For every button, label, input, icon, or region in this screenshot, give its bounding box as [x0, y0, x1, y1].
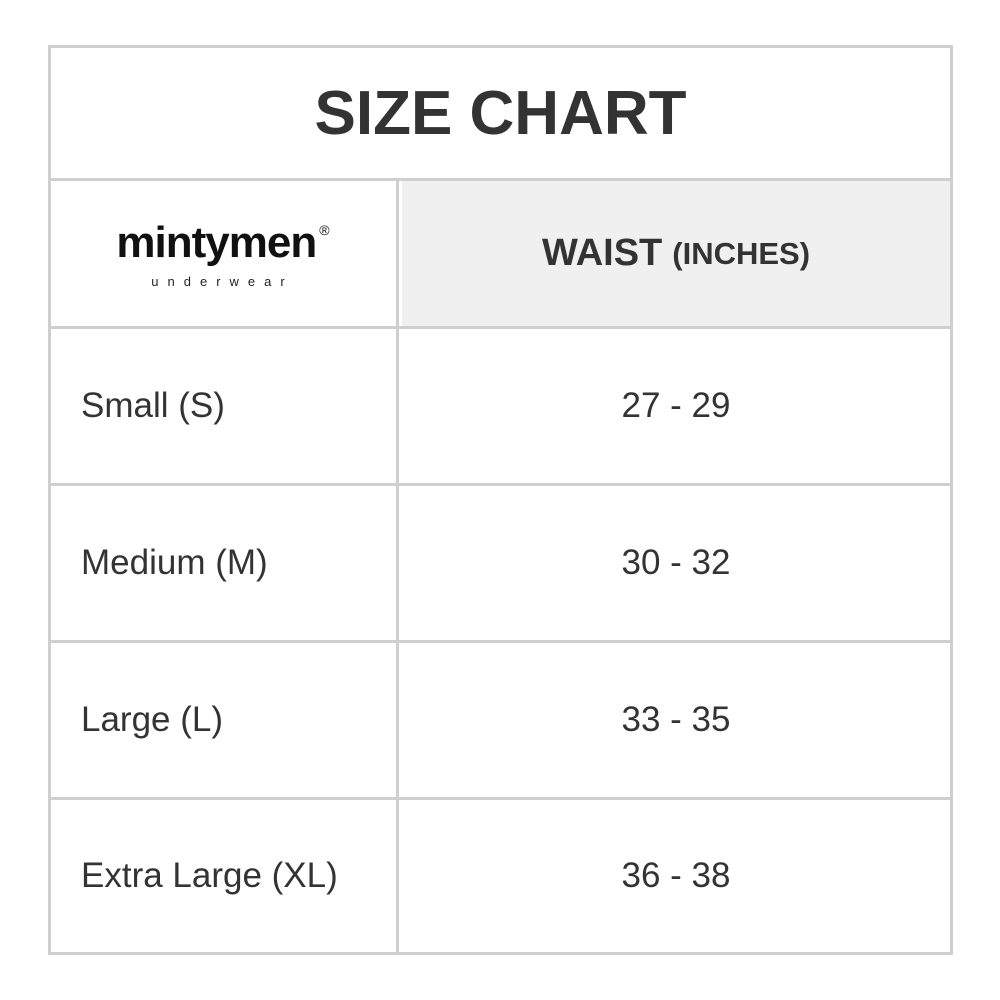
waist-value: 36 - 38: [621, 856, 731, 895]
registered-mark: ®: [319, 222, 329, 238]
waist-header: WAIST (INCHES): [402, 181, 950, 326]
size-label: Extra Large (XL): [51, 800, 399, 952]
table-row: Extra Large (XL) 36 - 38: [51, 800, 950, 952]
brand-logo: mintymen ® underwear: [65, 218, 380, 289]
waist-header-label: WAIST: [541, 232, 663, 274]
waist-value: 27 - 29: [621, 386, 731, 425]
page-title: SIZE CHART: [51, 48, 950, 181]
waist-header-unit: (INCHES): [672, 235, 811, 271]
brand-tagline: underwear: [151, 274, 294, 289]
brand-logo-cell: mintymen ® underwear: [51, 181, 399, 326]
waist-value: 33 - 35: [621, 700, 731, 739]
waist-value: 30 - 32: [621, 543, 731, 582]
size-label: Small (S): [51, 329, 399, 483]
size-chart-table: SIZE CHART mintymen ® underwear WAIST (INC…: [48, 45, 953, 955]
brand-name: mintymen: [116, 218, 317, 267]
table-row: Large (L) 33 - 35: [51, 643, 950, 800]
table-row: Small (S) 27 - 29: [51, 329, 950, 486]
table-row: Medium (M) 30 - 32: [51, 486, 950, 643]
size-label: Medium (M): [51, 486, 399, 640]
size-label: Large (L): [51, 643, 399, 797]
header-row: mintymen ® underwear WAIST (INCHES): [51, 181, 950, 329]
